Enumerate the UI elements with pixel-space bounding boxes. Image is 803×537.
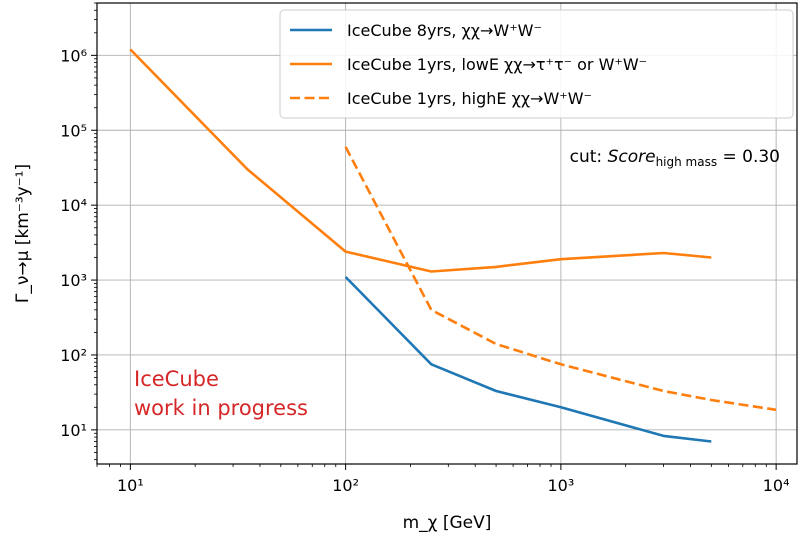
- cut-subscript: high mass: [656, 155, 718, 169]
- x-tick-label: 10²: [332, 476, 359, 495]
- y-axis-label: Γ_ν→μ [km⁻³y⁻¹]: [13, 164, 33, 303]
- x-tick-label: 10³: [547, 476, 574, 495]
- x-axis-label: m_χ [GeV]: [403, 513, 492, 533]
- x-tick-label: 10⁴: [763, 476, 790, 495]
- y-tick-label: 10⁴: [60, 196, 87, 215]
- wip-line2: work in progress: [134, 396, 308, 420]
- legend: IceCube 8yrs, χχ→W⁺W⁻ IceCube 1yrs, lowE …: [279, 9, 794, 119]
- y-tick-label: 10³: [60, 271, 87, 290]
- series-line-1: [344, 276, 712, 443]
- cut-annotation: cut: Scorehigh mass = 0.30: [570, 147, 780, 169]
- y-tick-label: 10²: [60, 346, 87, 365]
- wip-line1: IceCube: [134, 367, 219, 391]
- y-tick-label: 10⁵: [60, 121, 87, 140]
- y-tick-label: 10⁶: [60, 46, 87, 65]
- legend-label-2: IceCube 1yrs, lowE χχ→τ⁺τ⁻ or W⁺W⁻: [347, 55, 647, 74]
- series-line-2: [129, 48, 712, 273]
- cut-prefix: cut:: [570, 147, 608, 167]
- ticks: 10¹ 10² 10³ 10⁴ 10¹ 10² 10³ 10⁴ 10⁵ 10⁶: [60, 2, 790, 495]
- x-tick-label: 10¹: [117, 476, 144, 495]
- series-line-3: [344, 146, 777, 412]
- legend-label-1: IceCube 8yrs, χχ→W⁺W⁻: [347, 21, 542, 40]
- cut-value: = 0.30: [717, 147, 780, 167]
- legend-label-3: IceCube 1yrs, highE χχ→W⁺W⁻: [347, 89, 592, 108]
- series-layer: [129, 48, 777, 443]
- cut-score: Score: [608, 147, 656, 167]
- y-tick-label: 10¹: [60, 421, 87, 440]
- plot-frame: [96, 2, 798, 465]
- legend-box: [279, 9, 794, 119]
